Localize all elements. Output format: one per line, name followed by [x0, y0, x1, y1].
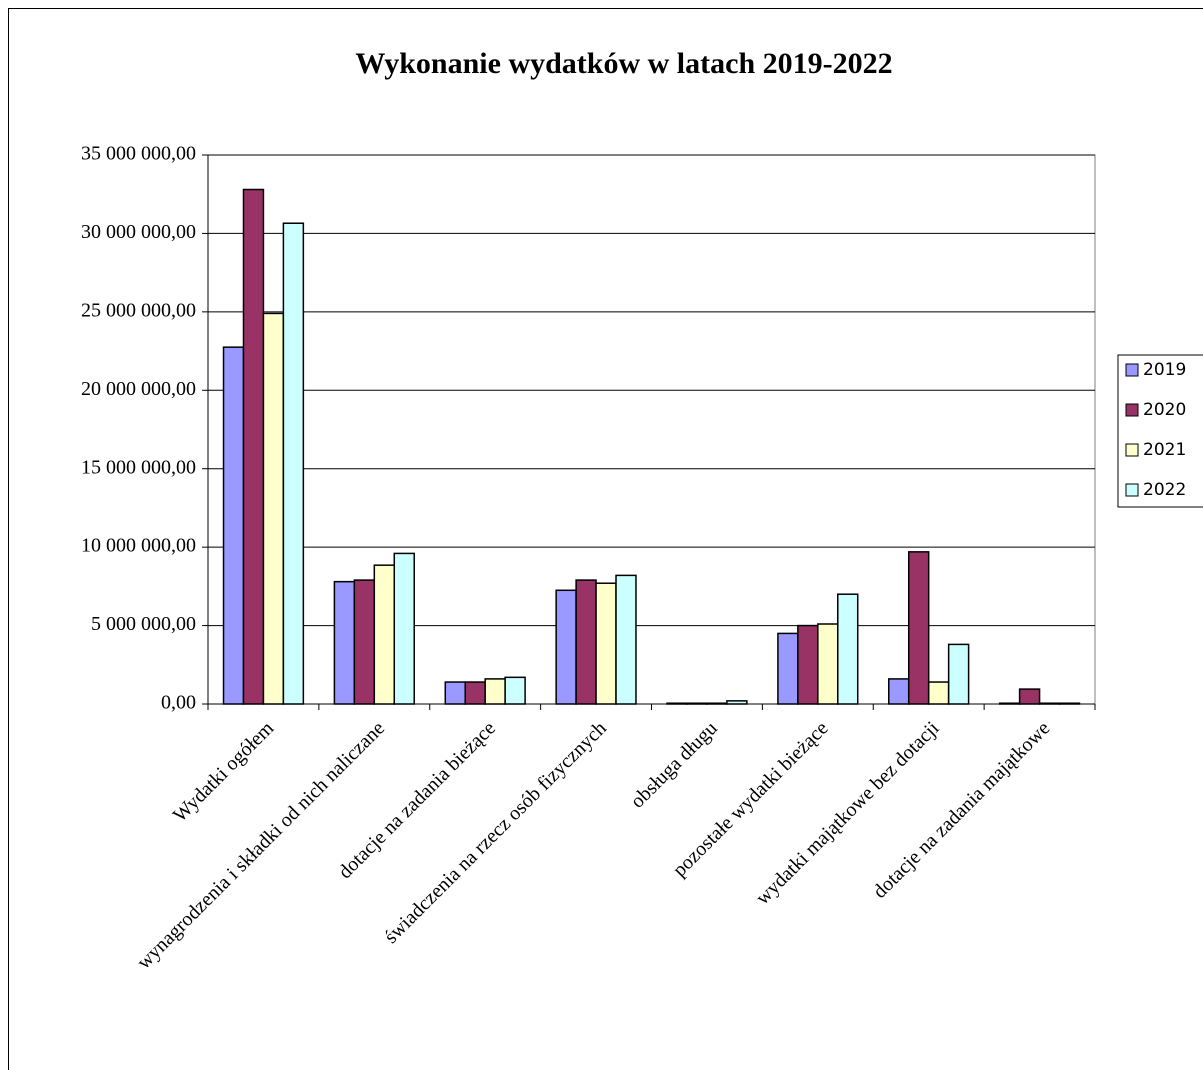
bar — [947, 643, 970, 705]
bar — [1038, 702, 1061, 705]
y-tick-label: 10 000 000,00 — [81, 535, 196, 557]
bar — [575, 579, 597, 705]
bar — [222, 346, 245, 705]
chart-title: Wykonanie wydatków w latach 2019-2022 — [355, 47, 892, 80]
bar — [555, 589, 577, 705]
bar — [666, 702, 688, 705]
legend-label: 2020 — [1143, 400, 1186, 420]
bar — [353, 579, 376, 705]
bar — [998, 702, 1021, 705]
bar — [1058, 702, 1081, 705]
bar — [464, 681, 486, 705]
bar — [393, 552, 415, 705]
legend-swatch — [1125, 443, 1139, 457]
bar — [595, 582, 617, 705]
legend-box — [1117, 354, 1203, 508]
bar — [282, 222, 305, 705]
bar — [706, 702, 728, 705]
bar — [888, 678, 910, 705]
legend-label: 2021 — [1143, 440, 1186, 460]
legend-swatch — [1125, 363, 1139, 377]
bar — [1018, 688, 1041, 705]
bar — [242, 188, 265, 705]
legend-swatch — [1125, 483, 1139, 497]
bar — [777, 632, 799, 705]
y-tick-label: 0,00 — [161, 692, 196, 714]
bar — [262, 312, 285, 705]
bar — [837, 593, 859, 705]
bar — [333, 580, 356, 705]
legend-swatch — [1125, 403, 1139, 417]
legend-label: 2019 — [1143, 360, 1186, 380]
y-tick-label: 25 000 000,00 — [81, 299, 196, 321]
legend-label: 2022 — [1143, 480, 1186, 500]
y-tick-label: 30 000 000,00 — [81, 221, 196, 243]
bar — [444, 681, 466, 705]
bar — [817, 623, 839, 705]
y-tick-label: 20 000 000,00 — [81, 378, 196, 400]
bar — [504, 676, 526, 705]
bar — [726, 700, 748, 705]
y-tick-label: 15 000 000,00 — [81, 456, 196, 478]
bar — [373, 564, 396, 705]
y-tick-label: 5 000 000,00 — [91, 613, 196, 635]
bar — [907, 551, 930, 705]
y-tick-label: 35 000 000,00 — [81, 143, 196, 165]
bar — [615, 574, 637, 705]
bar — [797, 624, 819, 705]
bar — [927, 681, 950, 705]
bar — [686, 702, 708, 705]
bar — [484, 678, 506, 705]
